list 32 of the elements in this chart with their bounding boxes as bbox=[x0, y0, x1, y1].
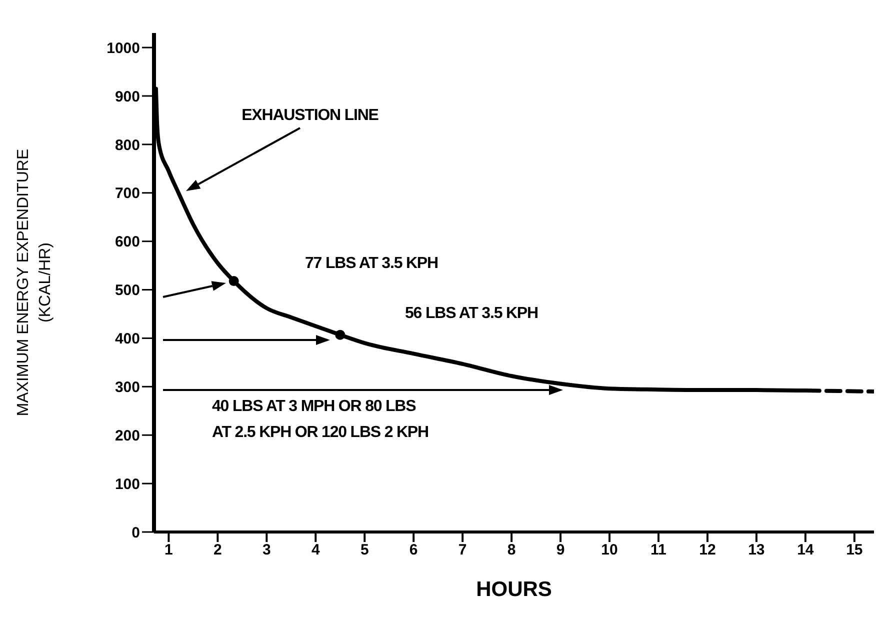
y-tick-label: 500 bbox=[114, 282, 140, 300]
y-tick-label: 200 bbox=[114, 427, 140, 444]
x-tick-label: 2 bbox=[214, 542, 222, 559]
y-tick-label: 100 bbox=[114, 476, 140, 493]
x-tick-label: 11 bbox=[650, 542, 666, 559]
y-tick-label: 600 bbox=[114, 234, 140, 251]
annotation: 77 LBS AT 3.5 KPH bbox=[305, 255, 438, 272]
y-tick-label: 900 bbox=[114, 88, 140, 106]
y-tick-label: 800 bbox=[114, 136, 140, 154]
x-tick-label: 6 bbox=[409, 542, 418, 559]
y-tick-label: 300 bbox=[114, 378, 140, 396]
annotation: 56 LBS AT 3.5 KPH bbox=[405, 305, 538, 322]
x-tick-label: 1 bbox=[164, 542, 173, 559]
y-axis-title: MAXIMUM ENERGY EXPENDITURE (KCAL/HR) bbox=[15, 148, 54, 416]
y-tick-label: 0 bbox=[132, 524, 140, 542]
x-axis-title: HOURS bbox=[476, 578, 552, 601]
annotation: EXHAUSTION LINE bbox=[242, 107, 380, 124]
x-tick-label: 4 bbox=[311, 542, 320, 559]
x-tick-label: 8 bbox=[507, 542, 516, 559]
x-tick-label: 15 bbox=[846, 542, 863, 559]
x-tick-label: 13 bbox=[748, 542, 765, 559]
y-tick-label: 400 bbox=[114, 330, 140, 348]
x-tick-label: 12 bbox=[699, 542, 716, 559]
annotation: 40 LBS AT 3 MPH OR 80 LBS AT 2.5 KPH OR 120 LBS 2 KPH bbox=[212, 398, 428, 441]
x-tick-label: 14 bbox=[797, 542, 814, 559]
x-tick-label: 3 bbox=[262, 542, 271, 559]
y-tick-label: 1000 bbox=[106, 40, 140, 57]
x-tick-label: 9 bbox=[556, 542, 565, 559]
x-tick-label: 10 bbox=[601, 542, 618, 559]
y-tick-label: 700 bbox=[114, 185, 140, 202]
x-tick-label: 7 bbox=[458, 542, 467, 559]
x-tick-label: 5 bbox=[360, 542, 369, 559]
